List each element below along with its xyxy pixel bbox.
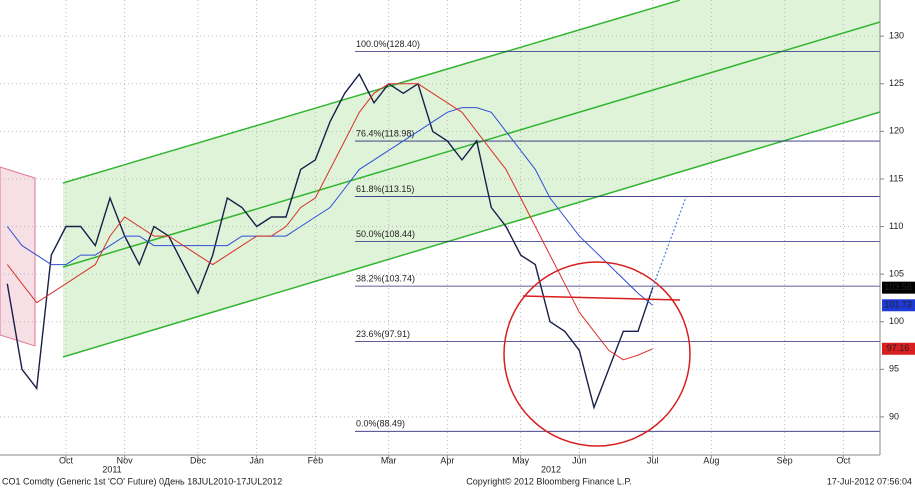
fib-label: 0.0%(88.49): [356, 419, 405, 429]
channel-top: [62, 0, 681, 184]
series: [6, 72, 654, 410]
x-tick-label: May: [512, 455, 530, 465]
y-tick-label: 130: [889, 31, 904, 41]
x-tick-label: Sep: [777, 455, 793, 465]
fib-label: 23.6%(97.91): [356, 329, 410, 339]
x-tick-label: Apr: [440, 455, 454, 465]
y-tick-label: 90: [889, 411, 899, 421]
year-label: 2012: [541, 464, 561, 474]
projection-line: [649, 196, 687, 296]
last-value-label: 97.16: [887, 343, 910, 353]
last-value-label: 103.58: [884, 282, 912, 292]
x-tick-label: Oct: [59, 455, 74, 465]
y-tick-label: 120: [889, 126, 904, 136]
year-label: 2011: [102, 464, 121, 474]
x-tick-label: Jun: [572, 455, 587, 465]
highlight-circle: [503, 261, 691, 447]
y-tick-label: 125: [889, 78, 904, 88]
series-line: [6, 72, 654, 410]
fib-label: 50.0%(108.44): [356, 229, 415, 239]
x-tick-label: Oct: [836, 455, 851, 465]
last-value-tag: [882, 299, 915, 312]
y-tick-label: 115: [889, 173, 903, 183]
last-value-tag: [882, 342, 915, 355]
y-tick-label: 95: [889, 364, 899, 374]
pink-box: [0, 166, 36, 347]
fib-label: 61.8%(113.15): [356, 184, 414, 194]
x-tick-label: Aug: [703, 455, 719, 465]
fib-label: 100.0%(128.40): [356, 39, 420, 49]
x-tick-label: Feb: [308, 455, 324, 465]
y-tick-label: 110: [889, 221, 903, 231]
fib-levels: 100.0%(128.40) 76.4%(118.98) 61.8%(113.15)…: [355, 39, 880, 432]
channel-fill: [63, 0, 880, 357]
y-tick-label: 100: [889, 316, 904, 326]
x-tick-label: Jul: [647, 455, 659, 465]
fib-label: 38.2%(103.74): [356, 274, 415, 284]
footer-left: CO1 Comdty (Generic 1st 'CO' Future) 0Де…: [2, 476, 282, 486]
x-tick-label: Dec: [190, 455, 207, 465]
last-value-tag: [882, 281, 915, 294]
x-tick-label: Nov: [117, 455, 134, 465]
x-tick-label: Mar: [381, 455, 397, 465]
channel-bottom: [62, 111, 881, 358]
axes: 90 95 100 105 110 115 120 125 130 Oct Nov Dec Jan Feb…: [59, 31, 915, 474]
channel-middle: [62, 21, 881, 268]
grid: [0, 0, 880, 455]
footer-right: 17-Jul-2012 07:56:04: [827, 476, 912, 486]
y-tick-label: 105: [889, 269, 904, 279]
fib-label: 76.4%(118.98): [356, 128, 414, 138]
trend-line: [522, 295, 681, 301]
footer-center: Copyright© 2012 Bloomberg Finance L.P.: [466, 476, 632, 486]
x-tick-label: Jan: [249, 455, 264, 465]
last-value-label: 101.73: [884, 300, 912, 310]
series-line: [6, 83, 653, 361]
series-line: [6, 107, 654, 306]
